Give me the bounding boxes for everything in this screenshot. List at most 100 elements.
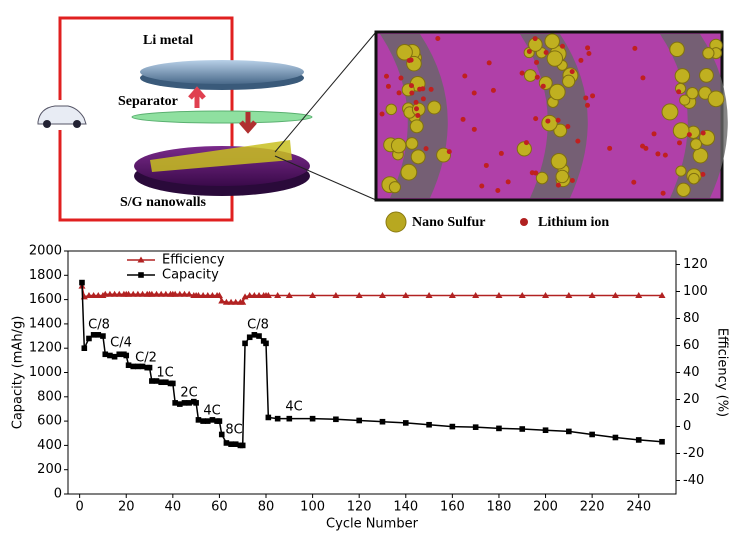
marker (90, 292, 98, 299)
marker (111, 290, 119, 297)
marker (153, 290, 161, 297)
annotation: C/4 (110, 336, 132, 351)
ion (460, 116, 466, 122)
ion (398, 75, 404, 81)
y2-tick-label: 120 (683, 257, 708, 272)
marker (101, 290, 109, 297)
sulfur (692, 147, 709, 164)
marker (495, 292, 503, 299)
marker (123, 352, 130, 359)
label: S/G nanowalls (120, 195, 207, 210)
car-wheel (43, 120, 51, 128)
marker (130, 363, 137, 370)
ion (533, 116, 539, 122)
marker (448, 292, 456, 299)
marker (227, 298, 235, 305)
marker (139, 363, 146, 370)
legend-label: Nano Sulfur (412, 215, 486, 230)
ion (640, 143, 646, 149)
marker (472, 292, 480, 299)
ion (490, 87, 496, 93)
ion (408, 83, 414, 89)
marker (239, 442, 246, 449)
marker (162, 290, 170, 297)
ion (519, 70, 525, 76)
ion (700, 171, 706, 177)
marker (265, 414, 272, 421)
sulfur (550, 153, 568, 170)
sulfur (672, 122, 690, 139)
sulfur (553, 123, 568, 138)
sulfur (676, 182, 691, 197)
ion (379, 111, 385, 117)
y-tick-label: 600 (37, 414, 62, 429)
marker (106, 290, 114, 297)
x-tick-label: 0 (76, 500, 84, 515)
ion (446, 149, 452, 155)
marker (158, 379, 164, 386)
sulfur (523, 69, 537, 82)
marker (264, 292, 272, 299)
ion (486, 60, 492, 66)
ion (662, 152, 668, 158)
ion (651, 131, 657, 137)
sulfur (661, 103, 679, 121)
sulfur (688, 172, 700, 185)
x-tick-label: 220 (580, 500, 605, 515)
sulfur (390, 137, 407, 154)
marker (519, 426, 526, 432)
y2-tick-label: -20 (683, 446, 704, 461)
y2-tick-label: 100 (683, 284, 708, 299)
marker (589, 431, 595, 438)
marker (566, 428, 572, 435)
marker (355, 292, 363, 299)
annotation: 2C (180, 386, 197, 401)
sulfur (562, 74, 576, 88)
marker (612, 434, 619, 441)
y-tick-label: 1200 (29, 341, 62, 356)
annotation: 1C (156, 366, 173, 381)
marker (635, 292, 643, 299)
y2-tick-label: 20 (683, 392, 700, 407)
marker (115, 290, 123, 297)
marker (116, 351, 123, 358)
marker (542, 292, 550, 299)
ion (526, 48, 532, 54)
marker (256, 333, 262, 339)
zoom-content (379, 33, 728, 198)
chart: 0 20 40 60 80 100 120 140 160 180 200 220 2400200400… (11, 244, 730, 532)
ion (543, 50, 549, 56)
y-tick-label: 200 (37, 462, 62, 477)
ion (660, 190, 666, 196)
marker (209, 417, 216, 423)
schematic: Li metal Separator S/G nanowalls Nano Su… (37, 16, 728, 233)
sulfur (405, 137, 419, 150)
sulfur (675, 165, 687, 177)
marker (659, 438, 665, 445)
label: Li metal (143, 33, 193, 48)
ion (523, 140, 529, 146)
y-tick-label: 0 (54, 487, 62, 502)
ion (423, 146, 429, 152)
sulfur (669, 41, 685, 58)
ion (495, 187, 501, 193)
marker (81, 345, 88, 351)
arrow-down (239, 112, 257, 134)
marker (79, 279, 85, 286)
ion (565, 123, 571, 129)
marker (222, 298, 230, 305)
marker (208, 292, 216, 299)
marker (200, 418, 206, 424)
ion (413, 106, 419, 112)
annotation: 4C (203, 404, 220, 419)
marker (565, 292, 573, 299)
x-tick-label: 160 (440, 500, 465, 515)
y2-tick-label: 40 (683, 365, 700, 380)
sulfur (541, 114, 558, 132)
marker (181, 400, 188, 406)
sulfur (409, 119, 424, 134)
ion (413, 99, 419, 105)
annotation: C/8 (88, 318, 110, 333)
marker (611, 292, 619, 299)
marker (194, 292, 202, 299)
